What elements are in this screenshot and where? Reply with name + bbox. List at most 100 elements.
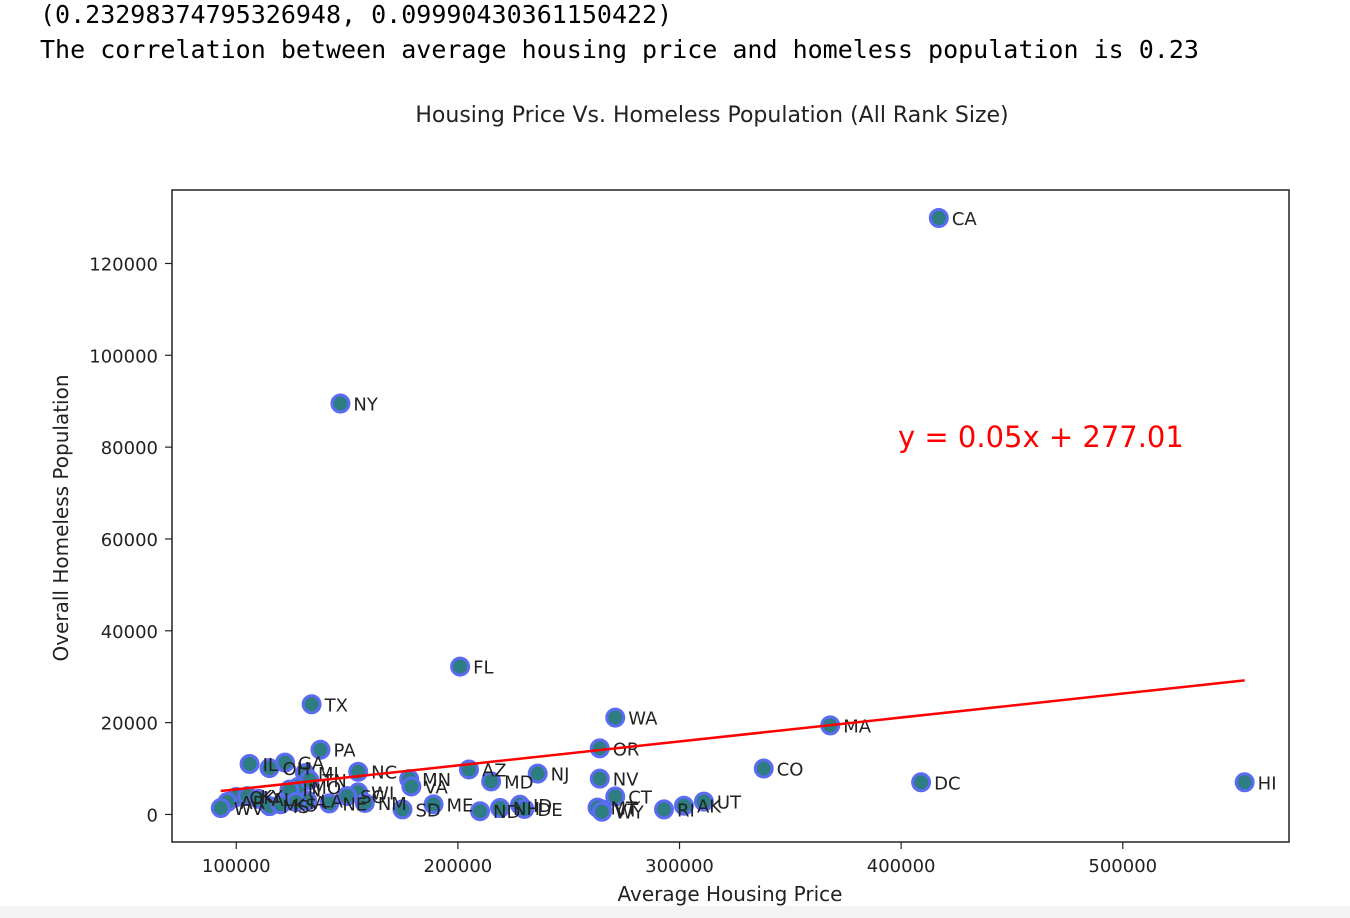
point-label-de: DE (537, 800, 562, 821)
point-label-co: CO (777, 760, 804, 781)
y-tick-label: 0 (147, 805, 158, 826)
data-point-ut (693, 791, 714, 812)
point-label-al: AL (271, 790, 293, 811)
data-point-nm (354, 792, 375, 813)
data-point-nv (589, 768, 610, 789)
data-point-sd (392, 799, 413, 820)
point-labels: CANYFLTXWAMAPAORILGAOHMINCAZNJCOMDNVDCHI… (234, 209, 1277, 824)
data-point-ca (928, 208, 949, 229)
data-point-md (481, 771, 502, 792)
y-axis-label: Overall Homeless Population (49, 374, 73, 661)
point-label-ky: KY (260, 787, 283, 808)
point-label-ca: CA (952, 209, 978, 230)
point-label-or: OR (613, 739, 640, 760)
y-tick-label: 40000 (101, 622, 158, 643)
point-label-tx: TX (324, 695, 348, 716)
data-point-ny (330, 393, 351, 414)
data-point-hi (1234, 772, 1255, 793)
regression-equation: y = 0.05x + 277.01 (898, 420, 1184, 454)
data-point-il (239, 753, 260, 774)
y-tick-label: 100000 (89, 346, 158, 367)
point-label-nd: ND (493, 802, 520, 823)
regression-line (220, 679, 1245, 793)
x-tick-label: 100000 (202, 856, 271, 877)
point-label-sc: SC (360, 787, 384, 808)
point-label-la: LA (320, 792, 343, 813)
point-label-il: IL (263, 755, 278, 776)
x-tick-label: 400000 (867, 856, 936, 877)
plot-area-frame (171, 189, 1290, 843)
data-point-wv (210, 798, 231, 819)
point-label-id: ID (533, 796, 552, 817)
point-label-nm: NM (378, 794, 407, 815)
x-axis-ticks: 100000 200000 300000 400000 500000 (202, 842, 1157, 877)
point-label-ny: NY (353, 395, 378, 416)
x-axis-label: Average Housing Price (618, 882, 843, 906)
data-point-me (423, 794, 444, 815)
point-label-mt: MT (611, 799, 639, 820)
output-correlation-sentence: The correlation between average housing … (40, 35, 1199, 64)
data-point-ne (319, 793, 340, 814)
point-label-wy: WY (615, 803, 645, 824)
point-label-nv: NV (613, 770, 639, 791)
point-label-fl: FL (473, 658, 493, 679)
output-correlation-tuple: (0.23298374795326948, 0.0999043036115042… (40, 0, 673, 29)
data-point-pa (310, 739, 331, 760)
point-label-mo: MO (311, 778, 341, 799)
point-label-ks: KS (294, 795, 317, 816)
point-label-ia: IA (309, 793, 327, 814)
point-label-ma: MA (843, 716, 872, 737)
output-bottom-edge (0, 906, 1350, 918)
data-point-ak (673, 795, 694, 816)
point-label-dc: DC (934, 773, 960, 794)
point-label-hi: HI (1258, 773, 1277, 794)
data-point-wy (591, 801, 612, 822)
data-point-nd (470, 801, 491, 822)
data-point-fl (450, 656, 471, 677)
data-points (210, 208, 1255, 822)
point-label-ct: CT (628, 788, 653, 809)
data-point-co (753, 758, 774, 779)
point-label-md: MD (504, 772, 533, 793)
data-point-nj (527, 763, 548, 784)
point-label-ri: RI (677, 800, 695, 821)
point-label-ga: GA (298, 754, 325, 775)
point-label-va: VA (424, 777, 448, 798)
y-tick-label: 60000 (101, 530, 158, 551)
data-point-sc (337, 786, 358, 807)
x-tick-label: 300000 (645, 856, 714, 877)
point-label-ak: AK (697, 797, 722, 818)
data-point-ia (286, 792, 307, 813)
point-label-wa: WA (628, 709, 658, 730)
x-tick-label: 200000 (424, 856, 493, 877)
data-point-de (514, 798, 535, 819)
point-label-ne: NE (342, 794, 367, 815)
y-tick-label: 20000 (101, 714, 158, 735)
point-label-wi: WI (371, 783, 394, 804)
data-point-va (401, 776, 422, 797)
y-axis-ticks: 0 20000 40000 60000 80000 100000 120000 (89, 254, 172, 826)
point-label-ut: UT (717, 793, 742, 814)
data-point-oh (259, 758, 280, 779)
y-tick-label: 80000 (101, 438, 158, 459)
data-point-wa (605, 707, 626, 728)
y-tick-label: 120000 (89, 254, 158, 275)
data-point-tx (301, 694, 322, 715)
point-label-az: AZ (482, 760, 507, 781)
point-label-me: ME (447, 795, 474, 816)
point-label-ms: MS (283, 797, 310, 818)
point-label-nh: NH (513, 799, 540, 820)
data-point-ri (654, 799, 675, 820)
chart-title: Housing Price Vs. Homeless Population (A… (415, 103, 1008, 128)
point-label-oh: OH (283, 759, 311, 780)
data-point-ct (605, 786, 626, 807)
point-label-pa: PA (333, 741, 356, 762)
point-label-sd: SD (415, 800, 440, 821)
point-label-ok: OK (249, 788, 276, 809)
point-label-nj: NJ (551, 765, 570, 786)
point-label-ar: AR (240, 793, 265, 814)
point-label-mn: MN (422, 770, 451, 791)
data-point-nh (490, 798, 511, 819)
point-label-wv: WV (234, 799, 265, 820)
